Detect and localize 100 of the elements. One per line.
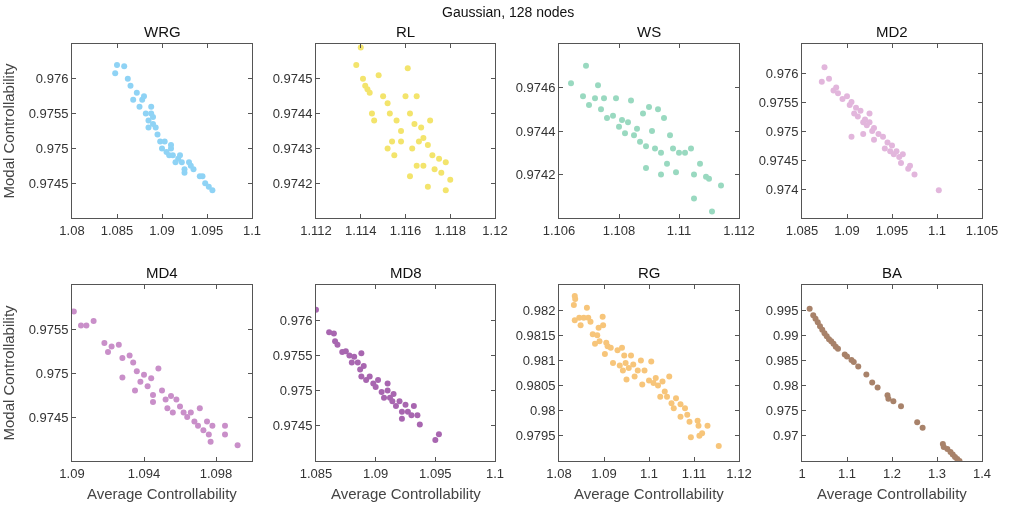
- x-tick-label: 1.11: [666, 222, 692, 238]
- point: [375, 377, 382, 384]
- point: [200, 427, 207, 434]
- point: [646, 104, 652, 111]
- point: [896, 154, 903, 161]
- x-tick-label: 1.108: [602, 222, 636, 238]
- point: [168, 392, 174, 399]
- point: [380, 93, 387, 100]
- point: [159, 145, 165, 152]
- point: [848, 133, 855, 140]
- chart-title: MD8: [390, 264, 422, 281]
- y-tick-label: 0.9745: [758, 152, 799, 168]
- point: [105, 348, 111, 355]
- x-tick-label: 1.118: [434, 222, 467, 238]
- point: [366, 373, 373, 380]
- point: [568, 80, 574, 87]
- x-tick-label: 1.12: [482, 222, 508, 238]
- x-tick-label: 1.08: [546, 465, 572, 481]
- point: [133, 89, 140, 96]
- point: [132, 387, 138, 394]
- point: [196, 405, 203, 412]
- y-tick-label: 0.9795: [515, 428, 556, 444]
- point: [348, 359, 355, 366]
- point: [130, 359, 137, 366]
- point: [204, 418, 210, 425]
- point: [150, 399, 156, 406]
- y-tick-label: 0.9742: [272, 175, 313, 191]
- point: [935, 187, 942, 194]
- point: [682, 149, 688, 156]
- point: [863, 371, 870, 378]
- point: [127, 82, 134, 89]
- point: [806, 305, 813, 312]
- point: [413, 162, 420, 169]
- point: [866, 110, 873, 117]
- point: [691, 171, 697, 178]
- point: [874, 384, 881, 391]
- point: [818, 78, 825, 85]
- point: [898, 159, 904, 166]
- point: [429, 152, 436, 159]
- x-tick-label: 1.105: [965, 222, 999, 238]
- point: [351, 353, 358, 360]
- y-tick-label: 0.98: [773, 378, 799, 394]
- x-tick-label: 1.1: [927, 222, 947, 238]
- point: [625, 119, 631, 126]
- y-tick-label: 0.9743: [272, 140, 313, 156]
- point: [634, 125, 640, 132]
- point: [112, 70, 119, 77]
- x-tick-label: 1.106: [542, 222, 576, 238]
- x-tick-label: 1.114: [344, 222, 377, 238]
- point: [90, 318, 97, 325]
- point: [178, 159, 185, 166]
- point: [190, 166, 197, 173]
- x-tick-label: 1.09: [149, 222, 175, 238]
- y-tick-label: 0.976: [279, 312, 313, 328]
- point: [416, 421, 423, 428]
- point: [640, 110, 646, 117]
- y-tick-label: 0.985: [765, 352, 799, 368]
- point: [209, 187, 216, 194]
- x-tick-label: 1.095: [419, 465, 452, 481]
- x-tick-label: 1.095: [190, 222, 224, 238]
- point: [330, 330, 337, 337]
- point: [853, 104, 859, 111]
- y-tick-label: 0.9746: [515, 80, 556, 96]
- y-tick-label: 0.9755: [272, 347, 313, 363]
- point: [154, 131, 161, 138]
- point: [427, 117, 434, 124]
- y-tick-label: 0.981: [522, 352, 556, 368]
- point: [133, 368, 140, 375]
- point: [424, 183, 431, 190]
- point: [159, 387, 165, 394]
- point: [155, 365, 162, 372]
- point: [389, 398, 396, 405]
- y-tick-label: 0.975: [765, 123, 799, 139]
- y-tick-label: 0.975: [35, 365, 69, 381]
- point: [604, 114, 610, 121]
- point: [688, 145, 694, 152]
- point: [384, 100, 391, 107]
- point: [637, 138, 643, 145]
- x-tick-label: 1.085: [785, 222, 819, 238]
- point: [169, 409, 176, 416]
- y-tick-label: 0.9745: [28, 409, 69, 425]
- point: [404, 408, 411, 415]
- point: [643, 143, 649, 150]
- point: [658, 171, 664, 178]
- point: [890, 398, 897, 405]
- x-tick-label: 1.1: [837, 465, 857, 481]
- point: [911, 171, 918, 178]
- point: [145, 124, 152, 131]
- point: [709, 208, 715, 215]
- point: [826, 75, 832, 82]
- point: [880, 133, 886, 140]
- point: [889, 142, 895, 149]
- point: [410, 403, 417, 410]
- point: [378, 389, 385, 396]
- point: [375, 72, 382, 79]
- point: [101, 340, 108, 347]
- point: [390, 391, 397, 398]
- point: [177, 403, 183, 410]
- point: [222, 422, 228, 429]
- point: [592, 95, 598, 102]
